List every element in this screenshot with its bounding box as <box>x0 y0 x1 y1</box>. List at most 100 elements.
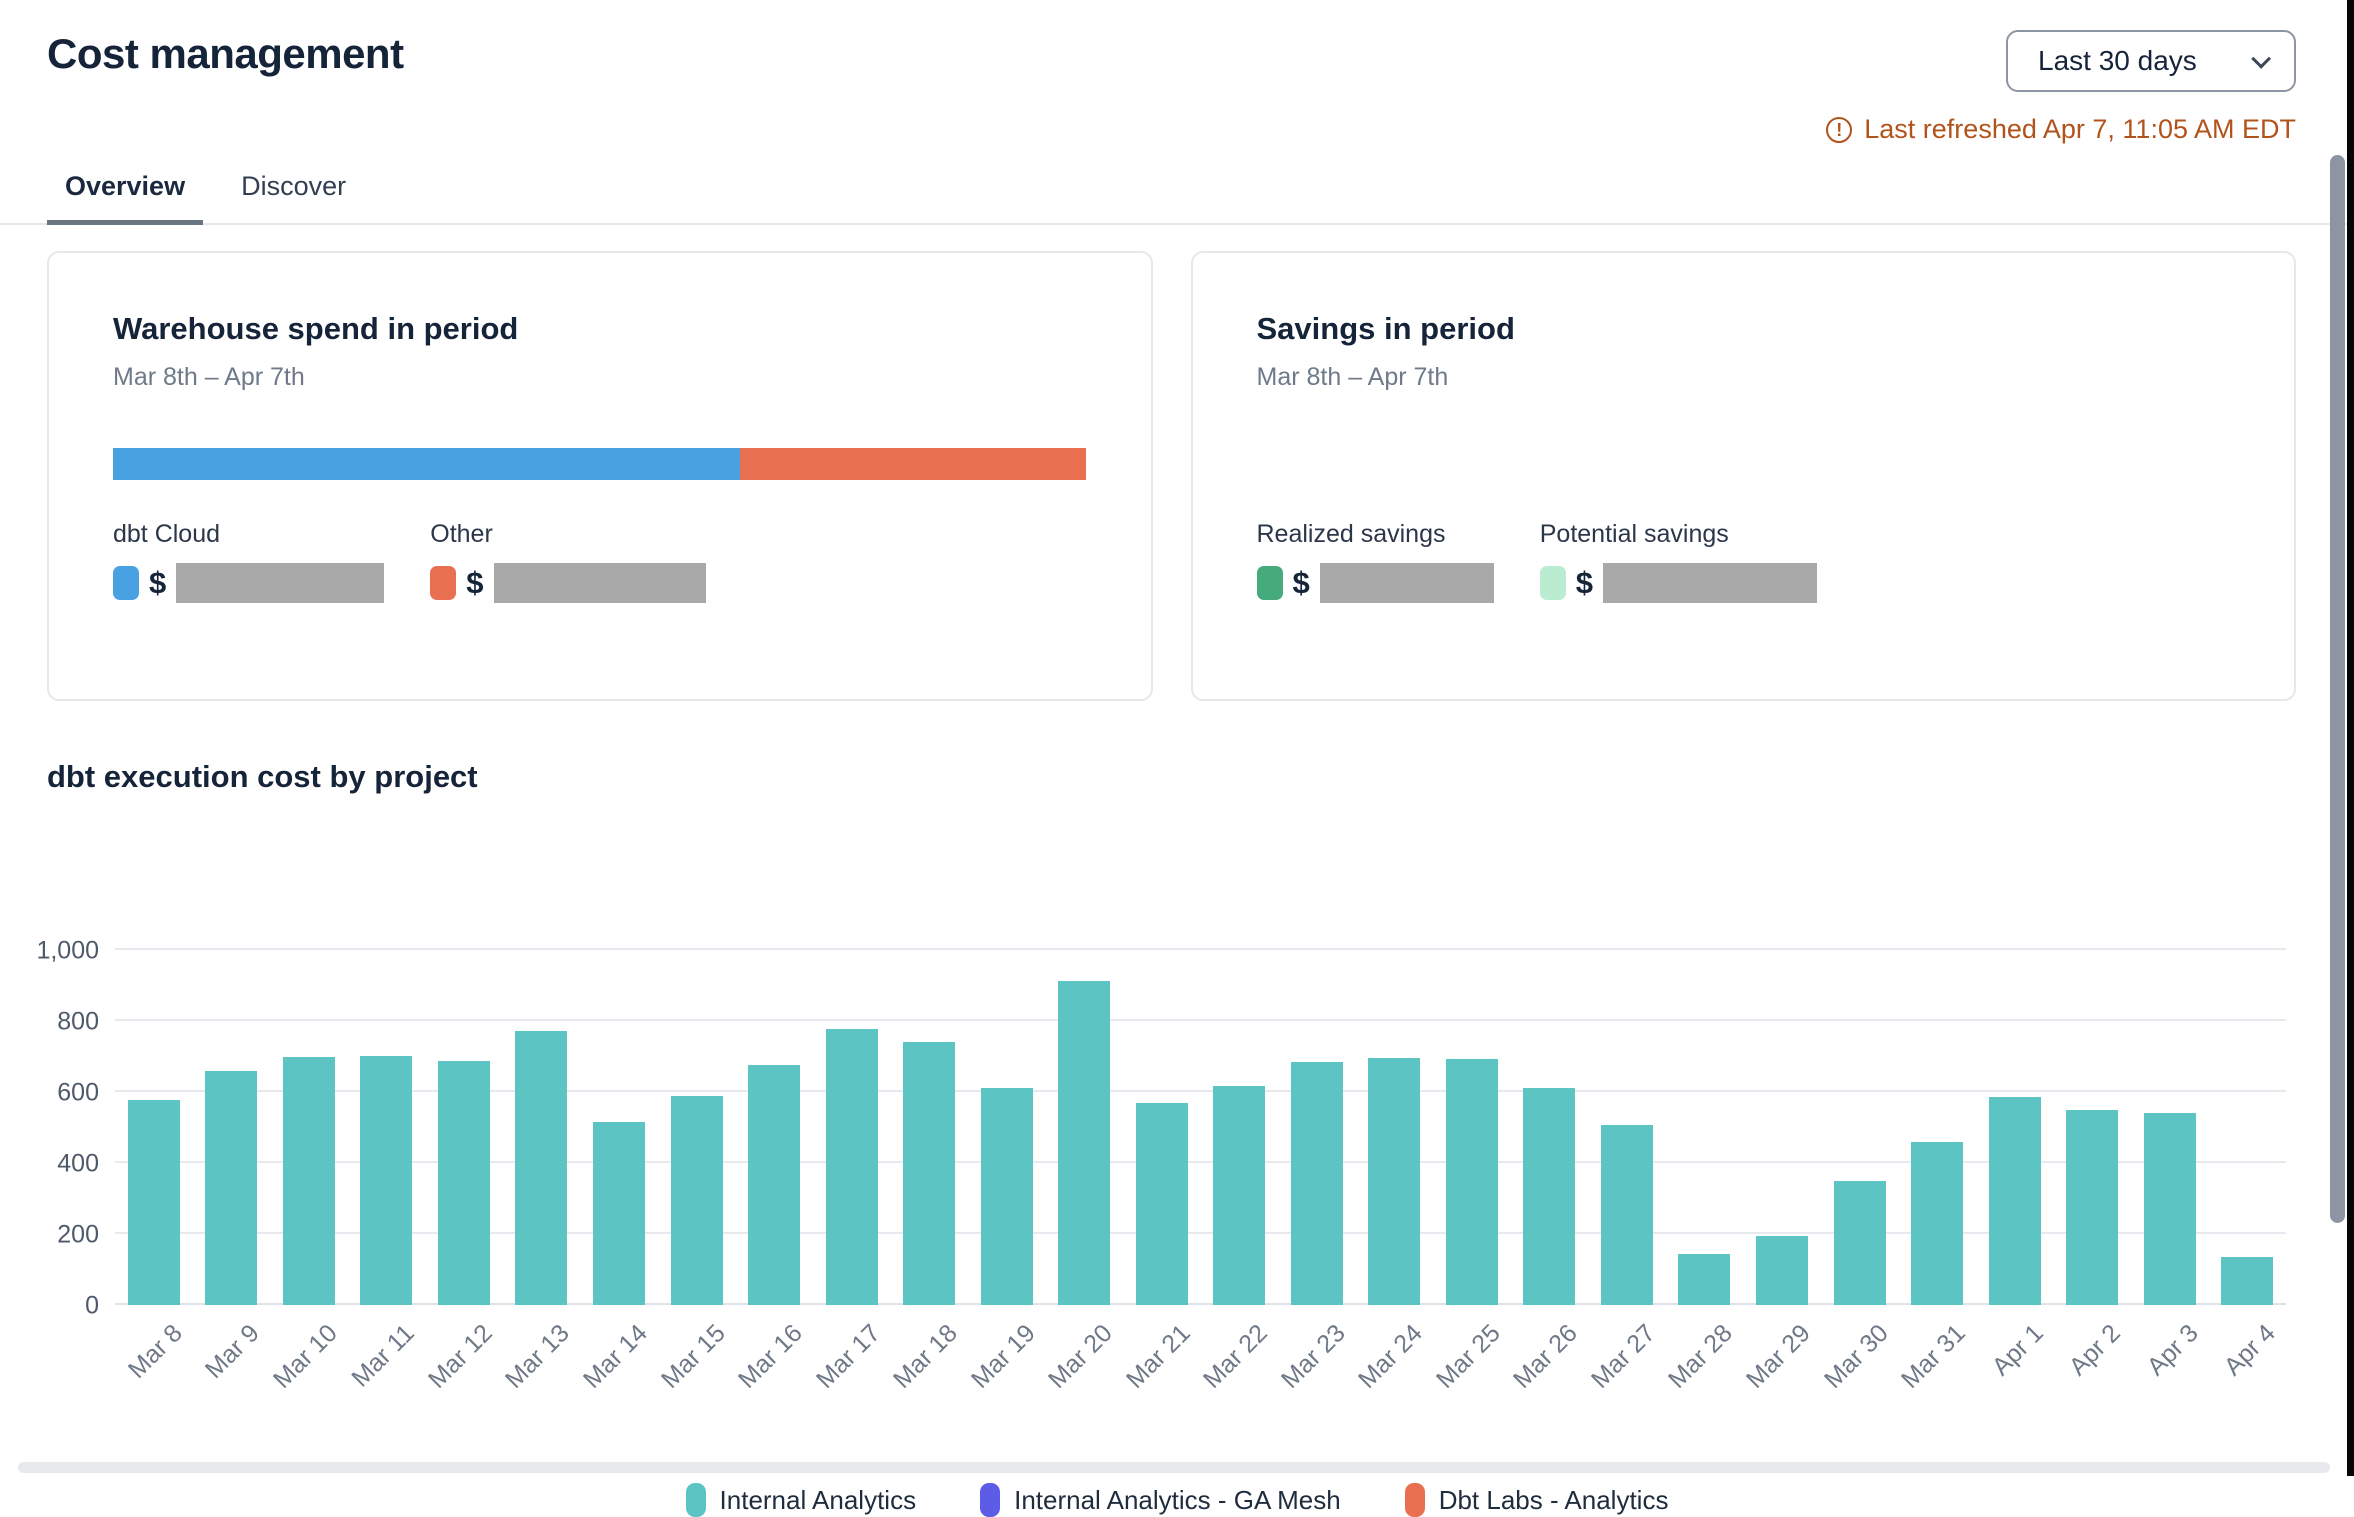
chart-plot-area: 1,000 800 600 400 200 0 Mar 8 Mar 9 Mar 10 Mar 11… <box>36 937 2286 1394</box>
gridline-1000 <box>115 948 2286 950</box>
savings-card: Savings in period Mar 8th – Apr 7th Real… <box>1190 251 2296 701</box>
legend-group-potential-savings: Potential savings $ <box>1539 520 1817 603</box>
bar-mar-21[interactable] <box>1135 1102 1188 1305</box>
bar-mar-29[interactable] <box>1756 1236 1809 1305</box>
gridline-0 <box>115 1303 2286 1305</box>
y-axis-tick-label: 0 <box>85 1291 99 1320</box>
x-axis-tick-label: Mar 11 <box>346 1319 421 1393</box>
savings-legend: Realized savings $ Potential savings $ <box>1256 520 2231 603</box>
bar-mar-15[interactable] <box>670 1095 723 1305</box>
bar-mar-23[interactable] <box>1290 1062 1343 1305</box>
redacted-value <box>1319 563 1494 603</box>
tab-overview[interactable]: Overview <box>47 159 204 225</box>
bar-mar-31[interactable] <box>1911 1141 1964 1305</box>
x-axis-tick-label: Mar 29 <box>1740 1319 1816 1394</box>
bar-mar-8[interactable] <box>127 1099 180 1305</box>
chart-legend: Internal Analytics Internal Analytics - G… <box>0 1483 2354 1517</box>
x-axis-tick-label: Apr 4 <box>2218 1319 2282 1382</box>
last-refreshed-status: ! Last refreshed Apr 7, 11:05 AM EDT <box>1826 114 2296 145</box>
bar-mar-10[interactable] <box>282 1057 335 1305</box>
y-axis-tick-label: 200 <box>57 1220 99 1249</box>
x-axis-tick-label: Mar 30 <box>1818 1319 1894 1394</box>
warehouse-spend-date-range: Mar 8th – Apr 7th <box>113 363 305 391</box>
x-axis-tick-label: Mar 19 <box>965 1319 1041 1394</box>
x-axis-tick-label: Mar 9 <box>200 1319 266 1384</box>
tab-discover[interactable]: Discover <box>241 171 347 201</box>
x-axis-tick-label: Mar 20 <box>1043 1319 1118 1394</box>
legend-item-label: Internal Analytics <box>719 1484 917 1515</box>
bar-mar-17[interactable] <box>825 1028 878 1305</box>
bar-apr-3[interactable] <box>2143 1112 2196 1305</box>
page-title: Cost management <box>47 30 404 77</box>
legend-label: Other <box>430 520 493 548</box>
bar-mar-18[interactable] <box>903 1042 956 1305</box>
y-axis-tick-label: 400 <box>57 1149 99 1178</box>
horizontal-scrollbar[interactable] <box>18 1462 2330 1473</box>
legend-value-row: $ <box>1539 563 1817 603</box>
legend-value-row: $ <box>113 563 385 603</box>
bar-mar-14[interactable] <box>592 1122 645 1305</box>
bar-mar-12[interactable] <box>437 1060 490 1305</box>
legend-label: Realized savings <box>1256 520 1446 548</box>
bar-mar-9[interactable] <box>205 1071 258 1305</box>
savings-date-range: Mar 8th – Apr 7th <box>1256 363 1449 391</box>
x-axis-tick-label: Mar 17 <box>810 1319 886 1394</box>
bar-mar-24[interactable] <box>1368 1057 1421 1305</box>
date-range-dropdown[interactable]: Last 30 days <box>2006 30 2296 92</box>
legend-item-label: Internal Analytics - GA Mesh <box>1014 1484 1341 1515</box>
redacted-value <box>176 563 385 603</box>
bar-mar-20[interactable] <box>1058 980 1111 1305</box>
bar-mar-16[interactable] <box>748 1064 801 1305</box>
header-right: Last 30 days ! Last refreshed Apr 7, 11:… <box>1826 30 2296 145</box>
chevron-down-icon <box>2251 48 2272 69</box>
bar-mar-25[interactable] <box>1445 1058 1498 1305</box>
bar-mar-28[interactable] <box>1678 1253 1731 1305</box>
x-axis-tick-label: Mar 18 <box>888 1319 963 1394</box>
bar-apr-4[interactable] <box>2221 1257 2274 1305</box>
bar-mar-27[interactable] <box>1600 1124 1653 1305</box>
x-axis-tick-label: Mar 27 <box>1585 1319 1661 1394</box>
legend-swatch <box>980 1483 1001 1517</box>
x-axis-tick-label: Mar 28 <box>1663 1319 1739 1394</box>
bar-mar-11[interactable] <box>360 1055 413 1305</box>
chart-section-title: dbt execution cost by project <box>47 759 478 794</box>
gridline-600 <box>115 1090 2286 1092</box>
spend-segment-other <box>739 448 1087 480</box>
bar-mar-19[interactable] <box>980 1087 1033 1305</box>
x-axis-tick-label: Mar 12 <box>422 1319 498 1394</box>
warehouse-spend-title: Warehouse spend in period <box>113 311 519 346</box>
x-axis-tick-label: Apr 2 <box>2063 1319 2126 1382</box>
y-axis-tick-label: 600 <box>57 1078 99 1107</box>
legend-item-dbt-labs-analytics[interactable]: Dbt Labs - Analytics <box>1404 1483 1668 1517</box>
x-axis-tick-label: Apr 1 <box>1986 1319 2049 1382</box>
legend-item-internal-analytics-ga-mesh[interactable]: Internal Analytics - GA Mesh <box>980 1483 1341 1517</box>
legend-label: dbt Cloud <box>113 520 221 548</box>
other-swatch <box>430 566 457 600</box>
x-axis-tick-label: Mar 26 <box>1508 1319 1584 1394</box>
x-axis-tick-label: Mar 23 <box>1275 1319 1351 1394</box>
legend-label: Potential savings <box>1539 520 1729 548</box>
x-axis-tick-label: Mar 14 <box>577 1319 653 1394</box>
bar-mar-22[interactable] <box>1213 1086 1266 1305</box>
x-axis-tick-label: Mar 31 <box>1896 1319 1971 1394</box>
x-axis-tick-label: Mar 22 <box>1198 1319 1274 1394</box>
bar-apr-1[interactable] <box>1988 1097 2041 1305</box>
dollar-sign: $ <box>149 565 167 600</box>
legend-swatch <box>685 1483 706 1517</box>
x-axis-tick-label: Mar 8 <box>122 1319 188 1384</box>
alert-circle-icon: ! <box>1826 116 1853 143</box>
window-right-edge <box>2347 0 2354 1476</box>
dbt-cloud-swatch <box>113 566 139 600</box>
x-axis-tick-label: Mar 24 <box>1353 1319 1429 1394</box>
bar-mar-13[interactable] <box>515 1030 568 1305</box>
warehouse-spend-card: Warehouse spend in period Mar 8th – Apr … <box>47 251 1153 701</box>
bar-mar-26[interactable] <box>1523 1088 1576 1305</box>
legend-item-internal-analytics[interactable]: Internal Analytics <box>685 1483 917 1517</box>
redacted-value <box>1603 563 1817 603</box>
x-axis-tick-label: Apr 3 <box>2141 1319 2204 1382</box>
bar-apr-2[interactable] <box>2066 1110 2119 1305</box>
bar-mar-30[interactable] <box>1833 1181 1886 1305</box>
vertical-scrollbar[interactable] <box>2330 155 2345 1223</box>
x-axis-tick-label: Mar 21 <box>1120 1319 1196 1394</box>
dollar-sign: $ <box>1292 565 1310 600</box>
